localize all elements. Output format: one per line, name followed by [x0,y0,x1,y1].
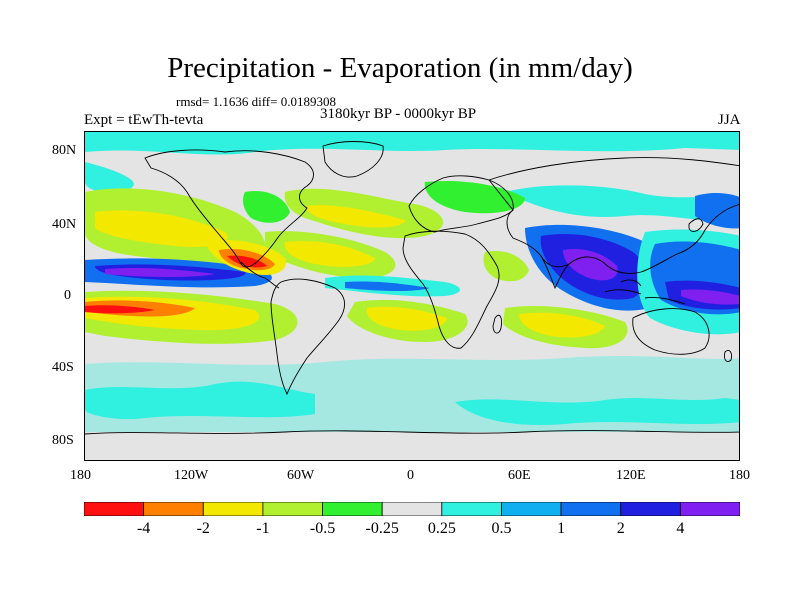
greenland-coast [322,141,384,178]
colorbar-swatch [679,502,740,516]
pme-region [563,248,618,281]
colorbar-label: -2 [196,520,210,537]
colorbar-swatch [501,502,562,516]
experiment-label: Expt = tEwTh-tevta [84,112,204,128]
colorbar-label: -4 [136,520,151,537]
colorbar-swatch [143,502,204,516]
colorbar-swatch [560,502,622,516]
colorbar-swatch [441,502,502,516]
south-america-coast [270,278,345,396]
coastlines [85,141,739,435]
pme-region [483,250,529,282]
lon-tick-label: 180 [729,468,750,483]
lon-tick-label: 60W [287,468,315,483]
pme-region [227,255,267,268]
colorbar-label: -1 [256,520,270,537]
pme-region [85,162,134,193]
pme-field-map [85,132,739,435]
indonesia-coast [604,279,686,305]
pme-region [95,210,228,248]
map-plot-area [84,131,740,461]
season-label: JJA [718,112,741,128]
colorbar-label: -0.25 [365,520,399,537]
north-america-coast [144,149,314,268]
japan-coast [688,218,704,232]
pme-field [85,132,739,432]
colorbar-swatch [202,502,264,516]
lon-tick-label: 60E [508,468,531,483]
colorbar-label: 4 [676,520,685,537]
pme-region [455,398,739,426]
lat-tick-label: 40S [52,360,74,375]
map-title: Precipitation - Evaporation (in mm/day) [167,52,633,84]
lat-tick-label: 80N [52,143,77,158]
asia-coast [488,157,739,274]
india-coast [540,255,570,290]
africa-coast [402,230,500,349]
pme-region [695,192,739,229]
lon-tick-label: 120W [174,468,209,483]
colorbar-label: 2 [616,520,625,537]
lon-tick-label: 0 [407,468,414,483]
colorbar-swatch [262,502,323,516]
colorbar-swatch [381,502,443,516]
rmsd-diff-stats: rmsd= 1.1636 diff= 0.0189308 [176,94,336,109]
colorbar-swatch [84,502,145,516]
pme-region [85,132,739,155]
lon-tick-label: 180 [70,468,91,483]
pme-region [284,241,375,267]
pme-region [681,289,739,305]
colorbar-label: -0.5 [309,520,336,537]
madagascar-coast [492,314,502,334]
colorbar [84,502,740,516]
colorbar-label: 1 [557,520,566,537]
australia-coast [632,308,710,355]
lat-tick-label: 80S [52,433,74,448]
central-america-coast [240,261,280,289]
pme-region [505,185,739,223]
antarctica-coast [85,430,739,435]
colorbar-swatch [322,502,383,516]
pme-region [85,381,315,420]
pme-region [243,190,290,223]
lat-tick-label: 40N [52,217,77,232]
pme-region [424,180,525,214]
pme-region [305,205,405,228]
lon-tick-label: 120E [616,468,646,483]
colorbar-label: 0.25 [427,520,456,537]
pme-region [519,312,605,338]
pme-region [345,281,430,291]
colorbar-swatch [620,502,681,516]
colorbar-label: 0.5 [491,520,512,537]
period-label: 3180kyr BP - 0000kyr BP [320,106,477,122]
lat-tick-label: 0 [64,288,71,303]
pme-region [85,305,155,314]
pme-region [105,267,215,277]
new-zealand-coast [724,349,732,363]
pme-region [366,306,447,331]
